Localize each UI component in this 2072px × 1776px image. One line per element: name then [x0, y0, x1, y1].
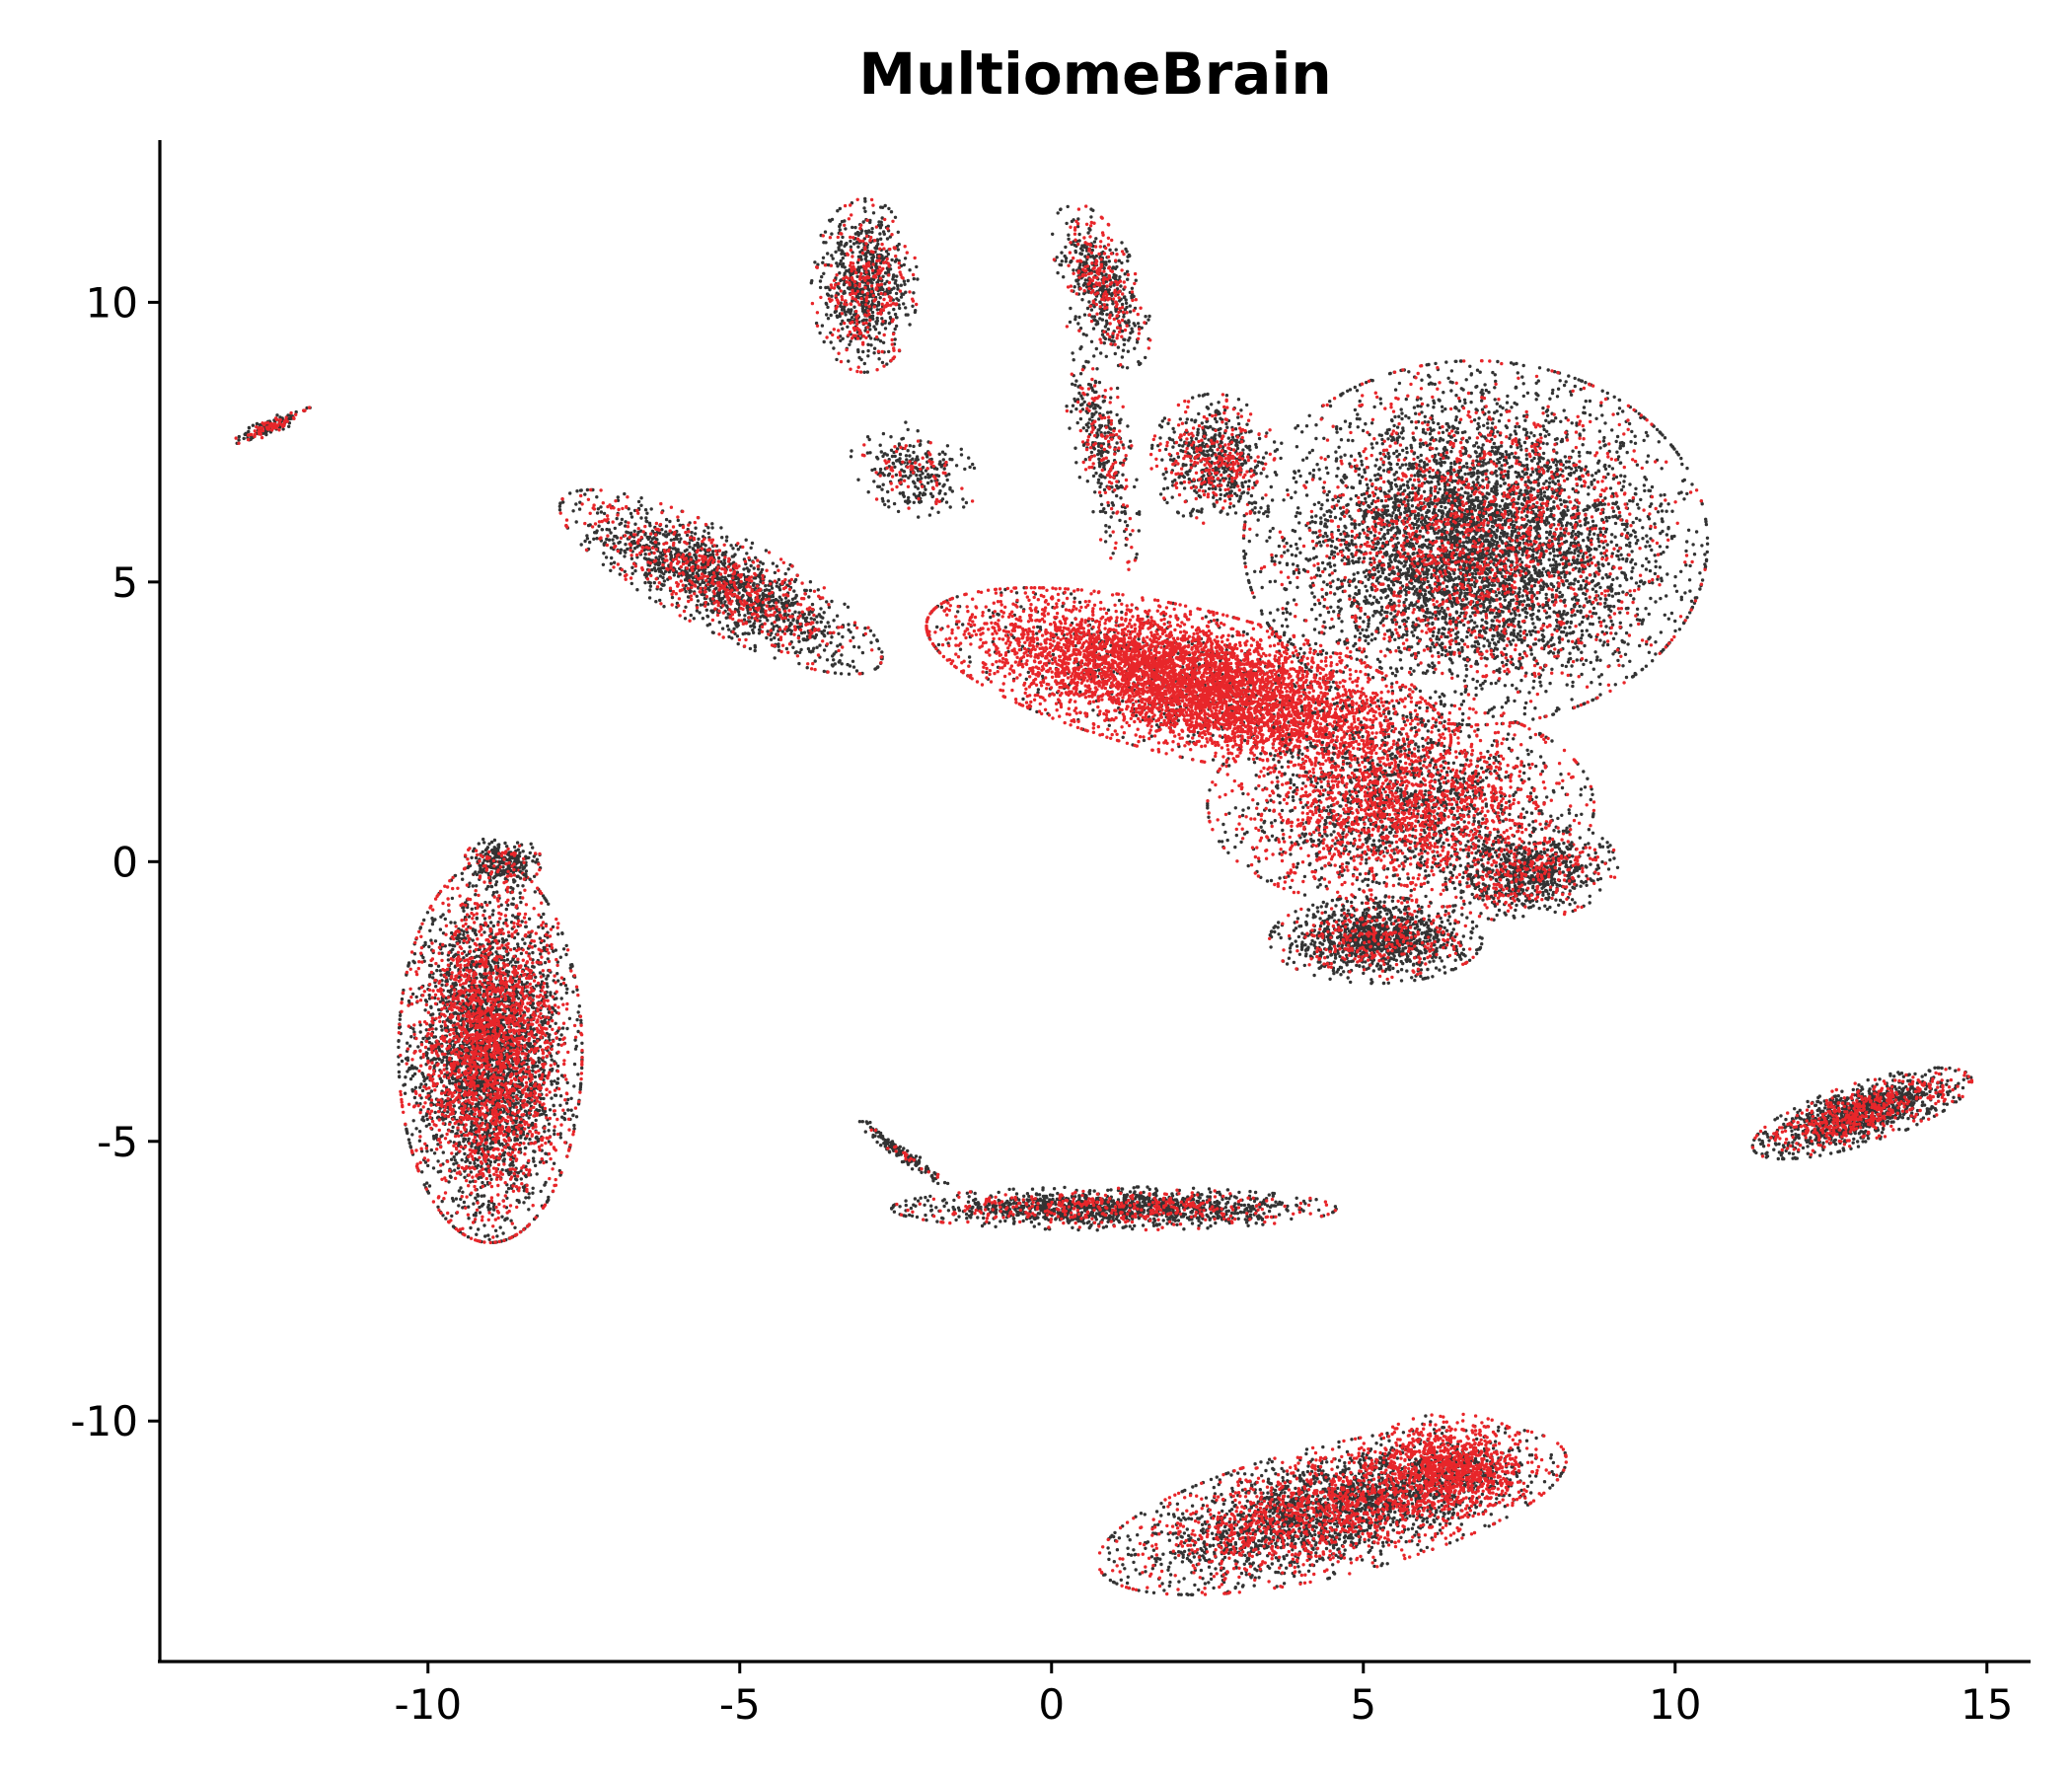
- red-points: [234, 406, 312, 445]
- point-cluster-5: [1051, 204, 1152, 370]
- y-tick-label: -5: [97, 1118, 138, 1166]
- x-tick-label: 15: [1961, 1680, 2013, 1729]
- point-cluster-13: [890, 1185, 1338, 1232]
- point-cluster-17: [1750, 1066, 1974, 1161]
- red-points: [1443, 822, 1617, 922]
- red-points: [810, 197, 919, 374]
- y-tick-label: -10: [70, 1397, 138, 1445]
- scatter-points: [234, 196, 1974, 1596]
- point-cluster-14: [857, 1120, 950, 1186]
- point-cluster-6: [1065, 317, 1142, 571]
- red-points: [1052, 204, 1152, 367]
- point-cluster-4: [849, 420, 977, 519]
- x-tick-label: 10: [1649, 1680, 1701, 1729]
- y-tick-label: 0: [111, 838, 138, 886]
- point-cluster-15: [1097, 1424, 1568, 1596]
- point-cluster-16: [1362, 1412, 1539, 1519]
- x-tick-label: -5: [719, 1680, 761, 1729]
- red-points: [895, 1186, 1338, 1232]
- point-cluster-18: [234, 406, 312, 445]
- dark-points: [809, 196, 920, 374]
- red-points: [860, 439, 975, 510]
- red-points: [869, 1128, 940, 1179]
- point-cluster-1: [397, 859, 584, 1245]
- dark-points: [1065, 317, 1142, 561]
- red-points: [1065, 325, 1138, 571]
- x-tick-label: 5: [1350, 1680, 1376, 1729]
- red-points: [558, 487, 883, 676]
- point-cluster-19: [463, 837, 543, 890]
- red-points: [1241, 359, 1707, 727]
- red-points: [1148, 393, 1276, 525]
- red-points: [925, 586, 1453, 779]
- point-cluster-9: [925, 586, 1453, 779]
- point-cluster-12: [1443, 822, 1620, 922]
- x-tick-label: -10: [394, 1680, 462, 1729]
- y-tick-label: 10: [86, 278, 138, 327]
- point-cluster-11: [1268, 895, 1484, 986]
- dark-points: [463, 837, 543, 889]
- point-cluster-8: [1241, 359, 1710, 727]
- point-cluster-3: [809, 196, 920, 374]
- axis-ticks: -10 -5 0 5 10 15 -10 -5 0 5 10: [70, 278, 2013, 1729]
- red-points: [1362, 1412, 1539, 1519]
- x-tick-label: 0: [1038, 1680, 1065, 1729]
- point-cluster-7: [1148, 392, 1278, 525]
- red-points: [397, 859, 584, 1245]
- red-points: [1750, 1068, 1974, 1158]
- point-cluster-2: [557, 487, 884, 676]
- axes: [158, 140, 2031, 1664]
- red-points: [1206, 700, 1596, 912]
- point-cluster-10: [1206, 700, 1596, 912]
- dark-points: [557, 487, 884, 676]
- y-tick-label: 5: [111, 558, 138, 607]
- chart-title: MultiomeBrain: [858, 40, 1331, 108]
- dark-points: [890, 1185, 1338, 1232]
- red-points: [1268, 895, 1475, 982]
- red-points: [463, 844, 542, 890]
